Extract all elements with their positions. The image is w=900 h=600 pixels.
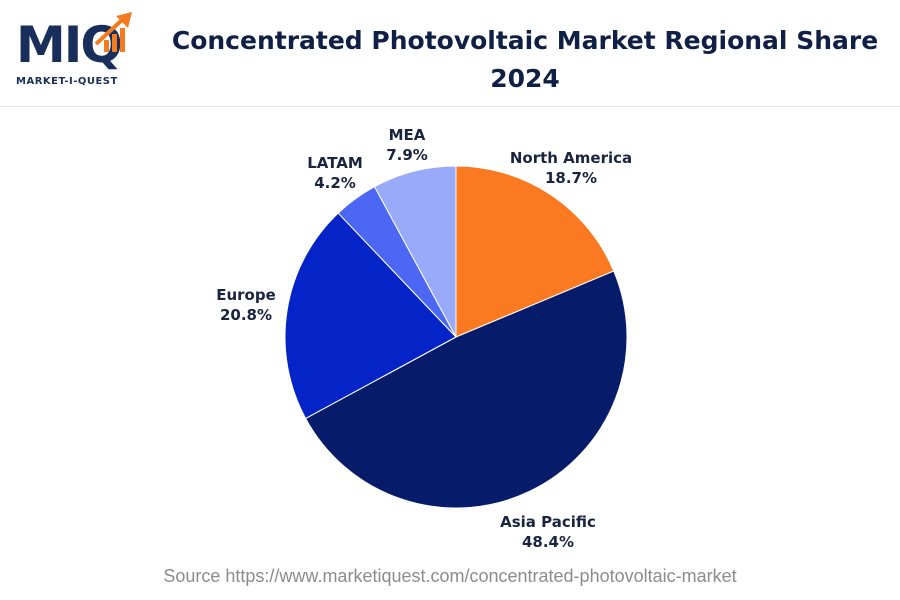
slice-label-asia-pacific: Asia Pacific (500, 513, 596, 531)
header: MIQ MARKET-I-QUEST Concentrated Photovol… (0, 0, 900, 107)
slice-value-mea: 7.9% (386, 146, 428, 164)
logo-tagline: MARKET-I-QUEST (16, 76, 118, 87)
slice-label-europe: Europe (216, 286, 276, 304)
market-i-quest-logo[interactable]: MIQ MARKET-I-QUEST (16, 10, 141, 92)
pie-chart: North America 18.7% Asia Pacific 48.4% Europ… (216, 126, 632, 551)
pie-slice-asia-pacific[interactable] (304, 270, 628, 509)
slice-value-north-america: 18.7% (545, 169, 597, 187)
slice-value-europe: 20.8% (220, 306, 272, 324)
pie-slice-europe[interactable] (284, 212, 457, 420)
slice-value-asia-pacific: 48.4% (522, 533, 574, 551)
pie-slice-mea[interactable] (373, 165, 457, 338)
slice-label-latam: LATAM (307, 154, 363, 172)
growth-arrow-icon (94, 12, 132, 52)
slice-value-latam: 4.2% (314, 174, 356, 192)
slice-label-north-america: North America (510, 149, 632, 167)
source-text[interactable]: Source https://www.marketiquest.com/conc… (163, 566, 737, 586)
pie-slice-north-america[interactable] (455, 165, 615, 338)
slice-label-mea: MEA (389, 126, 426, 144)
page-title: Concentrated Photovoltaic Market Regiona… (171, 26, 879, 93)
